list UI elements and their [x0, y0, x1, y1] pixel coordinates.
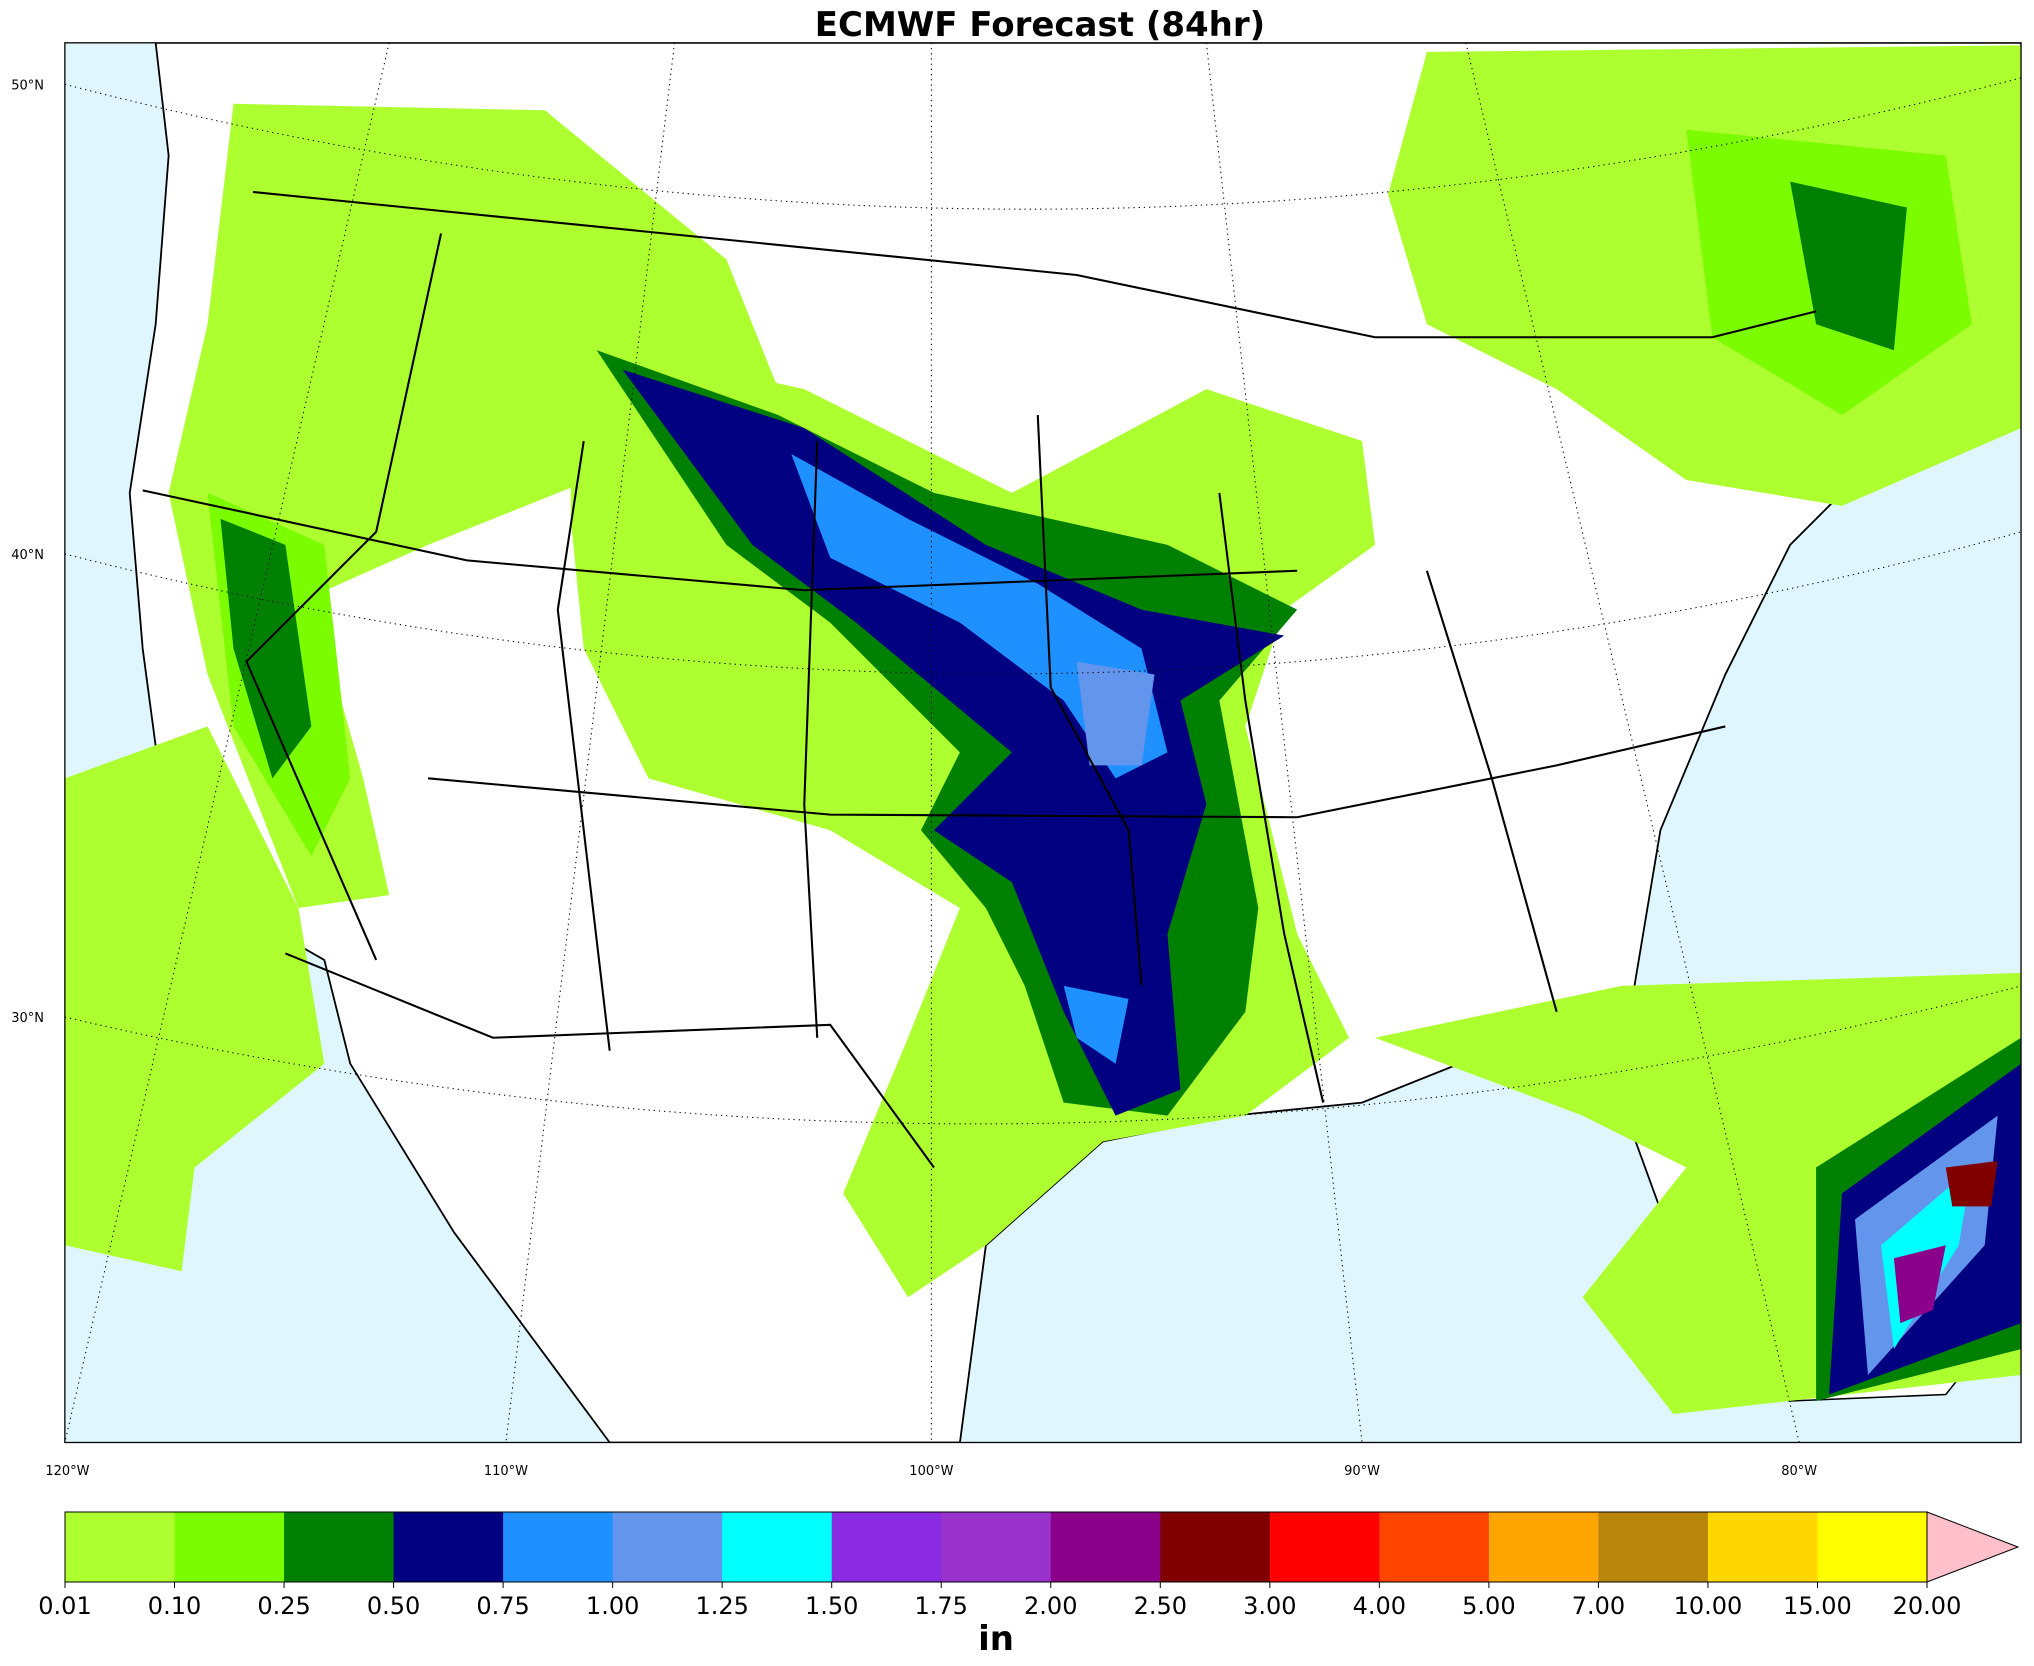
colorbar-box — [1817, 1512, 1928, 1582]
colorbar-label: 4.00 — [1353, 1592, 1406, 1620]
colorbar-box — [393, 1512, 504, 1582]
colorbar-label: 2.50 — [1134, 1592, 1187, 1620]
colorbar-label: 0.10 — [148, 1592, 201, 1620]
lat-label: 30°N — [11, 1011, 44, 1026]
colorbar-label: 0.75 — [476, 1592, 529, 1620]
precip — [64, 45, 2022, 1414]
colorbar-label: 7.00 — [1572, 1592, 1625, 1620]
colorbar-box — [1160, 1512, 1271, 1582]
colorbar-box — [1707, 1512, 1818, 1582]
colorbar-frame — [64, 1511, 1928, 1583]
colorbar-label: 5.00 — [1462, 1592, 1515, 1620]
map — [64, 42, 2022, 1444]
lat-label: 50°N — [11, 78, 44, 93]
colorbar-box — [503, 1512, 614, 1582]
colorbar-box — [1488, 1512, 1599, 1582]
colorbar-box — [284, 1512, 395, 1582]
colorbar-box — [722, 1512, 833, 1582]
colorbar-label: 0.25 — [257, 1592, 310, 1620]
lat-label: 40°N — [11, 548, 44, 563]
colorbar-label: 10.00 — [1674, 1592, 1743, 1620]
colorbar-box — [612, 1512, 723, 1582]
colorbar-box — [831, 1512, 942, 1582]
lon-label: 80°W — [1781, 1464, 1817, 1479]
colorbar-label: 1.50 — [805, 1592, 858, 1620]
lon-label: 110°W — [484, 1464, 528, 1479]
colorbar-box — [1050, 1512, 1161, 1582]
colorbar-label: 0.50 — [367, 1592, 420, 1620]
colorbar-label: 20.00 — [1893, 1592, 1962, 1620]
colorbar-box — [65, 1512, 176, 1582]
colorbar-box — [1379, 1512, 1490, 1582]
map-frame — [64, 42, 2022, 1444]
colorbar-label: 2.00 — [1024, 1592, 1077, 1620]
colorbar-label: 1.75 — [915, 1592, 968, 1620]
colorbar-label: 1.00 — [586, 1592, 639, 1620]
colorbar-box — [941, 1512, 1052, 1582]
lon-label: 90°W — [1344, 1464, 1380, 1479]
colorbar-box — [1598, 1512, 1709, 1582]
colorbar-extend — [1926, 1511, 2020, 1583]
lon-label: 120°W — [45, 1464, 89, 1479]
colorbar-unit: in — [978, 1619, 1014, 1659]
state-borders — [142, 190, 1817, 1169]
colorbar-box — [174, 1512, 285, 1582]
colorbar-label: 15.00 — [1783, 1592, 1852, 1620]
graticule — [64, 42, 2022, 1443]
colorbar-label: 3.00 — [1243, 1592, 1296, 1620]
map-title: ECMWF Forecast (84hr) — [815, 5, 1265, 45]
colorbar-label: 1.25 — [695, 1592, 748, 1620]
colorbar-label: 0.01 — [38, 1592, 91, 1620]
colorbar-box — [1269, 1512, 1380, 1582]
lon-label: 100°W — [909, 1464, 953, 1479]
